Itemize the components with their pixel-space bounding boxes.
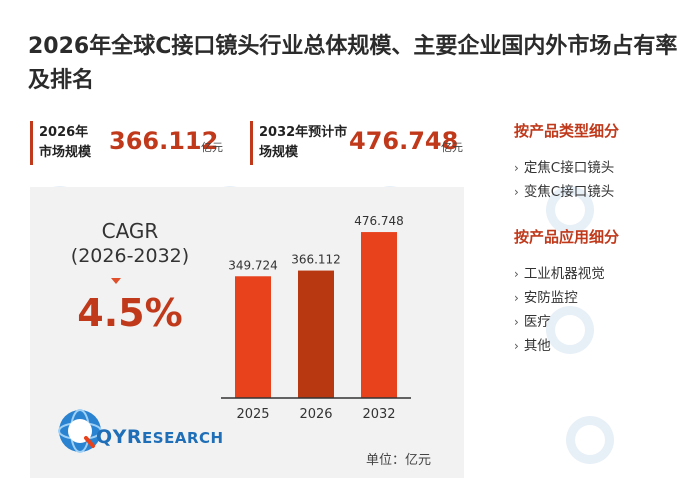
- cagr-value: 4.5%: [77, 291, 183, 335]
- chevron-right-icon: ›: [514, 161, 519, 175]
- cagr-period: (2026-2032): [70, 245, 190, 267]
- kpi-value: 476.748: [349, 127, 459, 155]
- bar-2025: [235, 276, 271, 398]
- application-item[interactable]: › 工业机器视觉: [514, 266, 605, 282]
- cagr-label: CAGR: [101, 219, 159, 243]
- unit-note: 单位：亿元: [366, 453, 432, 468]
- chevron-right-icon: ›: [514, 315, 519, 329]
- kpi-unit: 亿元: [201, 141, 223, 154]
- kpi-value: 366.112: [109, 127, 219, 155]
- x-tick-label: 2025: [236, 407, 269, 422]
- globe-logo-icon: [58, 409, 102, 453]
- watermark-logo-icon: [566, 416, 614, 464]
- data-label: 476.748: [354, 214, 404, 228]
- kpi-label: 2032年预计市场规模: [259, 125, 348, 160]
- bar-2032: [361, 232, 397, 398]
- product-type-list: › 定焦C接口镜头 › 变焦C接口镜头: [514, 156, 694, 204]
- application-heading: 按产品应用细分: [514, 228, 620, 246]
- x-tick-label: 2026: [299, 407, 332, 422]
- application-item[interactable]: › 医疗: [514, 314, 551, 330]
- kpi-unit: 亿元: [441, 141, 463, 154]
- chevron-right-icon: ›: [514, 267, 519, 281]
- chevron-right-icon: ›: [514, 291, 519, 305]
- chevron-right-icon: ›: [514, 339, 519, 353]
- segment-sidebar: 按产品类型细分 › 定焦C接口镜头 › 变焦C接口镜头 按产品应用细分 › 工业机器视…: [514, 120, 694, 358]
- kpi-market-size-2032: 2032年预计市场规模 476.748 亿元: [250, 121, 483, 165]
- application-item[interactable]: › 其他: [514, 338, 551, 354]
- chevron-right-icon: ›: [514, 185, 519, 199]
- data-label: 366.112: [291, 253, 341, 267]
- product-type-item[interactable]: › 变焦C接口镜头: [514, 184, 615, 200]
- product-type-item[interactable]: › 定焦C接口镜头: [514, 160, 615, 176]
- chart-panel: CAGR (2026-2032) 4.5% QYRESEARCH 349.724…: [30, 187, 464, 478]
- bar-2026: [298, 270, 334, 398]
- kpi-label: 2026年市场规模: [39, 125, 92, 160]
- kpi-market-size-2026: 2026年市场规模 366.112 亿元: [30, 121, 243, 165]
- application-list: › 工业机器视觉 › 安防监控 › 医疗 › 其他: [514, 262, 694, 358]
- page-title: 2026年全球C接口镜头行业总体规模、主要企业国内外市场占有率及排名: [28, 34, 678, 93]
- data-label: 349.724: [228, 258, 278, 272]
- application-item[interactable]: › 安防监控: [514, 290, 578, 306]
- qyresearch-logo: QYRESEARCH: [56, 407, 223, 463]
- cagr-arrow-icon: [111, 278, 121, 284]
- logo-wordmark: QYRESEARCH: [96, 426, 224, 448]
- x-tick-label: 2032: [362, 407, 395, 422]
- bar-chart: 349.724 2025 366.112 2026 476.748 2032: [221, 214, 411, 422]
- product-type-heading: 按产品类型细分: [514, 122, 620, 140]
